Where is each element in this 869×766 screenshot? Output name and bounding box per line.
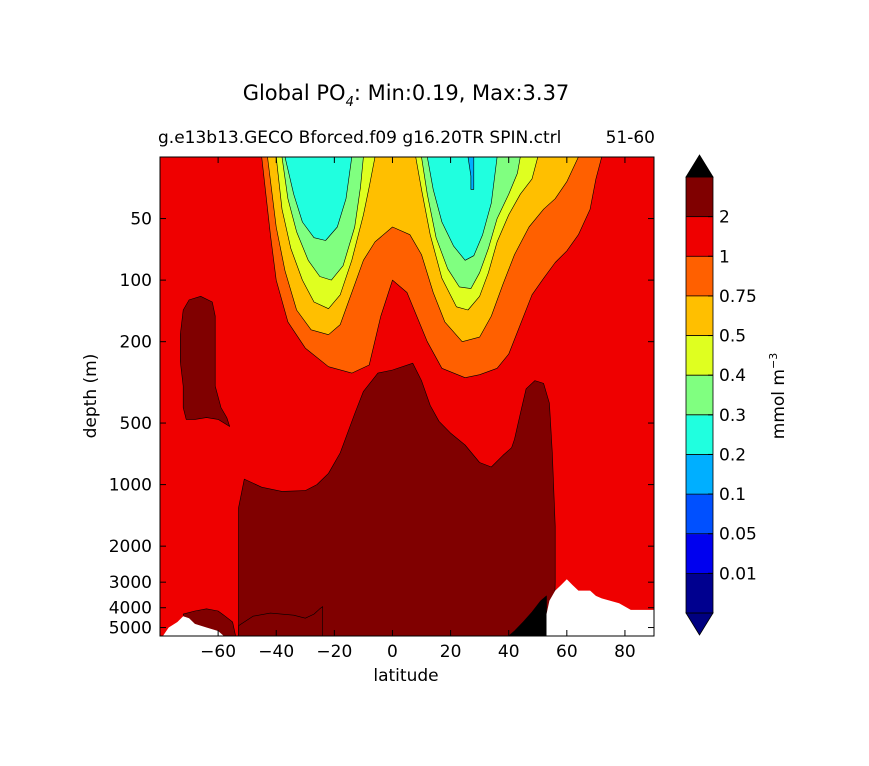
colorbar-tick-label: 2 [719,208,730,228]
colorbar-segment [686,177,713,218]
y-tick-label: 3000 [109,573,152,593]
contour-region [238,362,556,636]
y-axis-label: depth (m) [81,354,101,439]
title-main: Global PO [243,81,346,105]
title: Global PO4: Min:0.19, Max:3.37 [243,81,570,110]
x-tick-label: −20 [316,642,352,662]
colorbar-segment [686,454,713,495]
colorbar: 0.01 0.05 0.1 0.2 0.3 0.4 0.5 0.75 1 2 [685,154,757,636]
y-tick-label: 2000 [109,537,152,557]
y-tick-label: 500 [120,414,152,434]
colorbar-label-exponent: −3 [767,353,780,369]
y-tick-label: 50 [130,210,152,230]
plot-area [159,156,655,637]
colorbar-label: mmol m−3 [767,353,789,439]
x-tick-label: 40 [498,642,520,662]
colorbar-extend-bottom [685,612,714,636]
colorbar-segment [686,414,713,455]
colorbar-tick-label: 0.01 [719,564,757,584]
title-group: Global PO4: Min:0.19, Max:3.37 g.e13b13.… [158,81,655,148]
y-tick-label: 200 [120,333,152,353]
x-axis: −60 −40 −20 0 20 40 60 80 [200,157,636,662]
colorbar-tick-label: 0.5 [719,327,746,347]
subtitle-right: 51-60 [606,128,655,148]
subtitle-left: g.e13b13.GECO Bforced.f09 g16.20TR SPIN.… [158,128,561,148]
colorbar-extend-top [685,154,714,178]
colorbar-tick-label: 0.4 [719,366,746,386]
colorbar-tick-label: 0.3 [719,406,746,426]
colorbar-tick-label: 0.2 [719,445,746,465]
colorbar-segment [686,256,713,297]
colorbar-segment [686,295,713,337]
y-tick-label: 5000 [109,619,152,639]
x-tick-label: 0 [387,642,398,662]
colorbar-segment [686,494,713,535]
colorbar-segment [686,335,713,376]
plot-frame [159,156,655,637]
contour-regions [162,157,654,636]
contour-region [284,157,498,261]
y-tick-label: 100 [120,271,152,291]
y-tick-label: 4000 [109,599,152,619]
title-rest: : Min:0.19, Max:3.37 [354,81,569,105]
x-tick-label: 20 [440,642,462,662]
x-tick-label: 60 [556,642,578,662]
contour-region [467,157,475,190]
colorbar-segment [686,533,713,574]
title-subscript: 4 [346,95,354,110]
y-tick-label: 1000 [109,476,152,496]
seafloor-mask [162,579,654,636]
colorbar-label-unit: mmol m [769,369,789,439]
colorbar-tick-label: 1 [719,247,730,267]
colorbar-segment [686,375,713,416]
colorbar-tick-label: 0.05 [719,525,757,545]
contour-region [180,295,230,427]
colorbar-tick-label: 0.75 [719,287,757,307]
contour-region [238,606,324,636]
x-tick-label: −40 [258,642,294,662]
colorbar-segment [686,573,713,614]
colorbar-frame [685,176,714,614]
colorbar-segment [686,216,713,257]
colorbar-tick-label: 0.1 [719,485,746,505]
x-tick-label: 80 [614,642,636,662]
x-tick-label: −60 [200,642,236,662]
x-axis-label: latitude [373,666,438,686]
